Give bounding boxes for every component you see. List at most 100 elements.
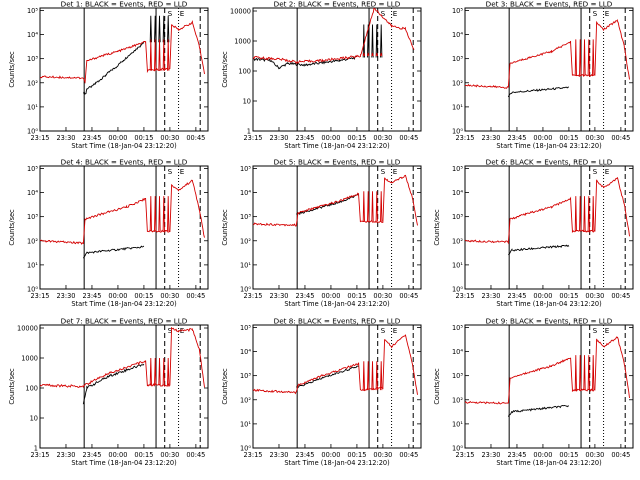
panel-det-5: 10⁰ 10¹ 10² 10³ 10⁴ 10⁵ 23:15 23:30 23:45 00:00 00…: [221, 158, 422, 308]
x-tick-label: 00:00: [533, 451, 552, 459]
x-tick-label: 23:30: [481, 292, 500, 300]
x-tick-label: 00:45: [399, 134, 418, 142]
marker-label-s: S: [593, 326, 598, 335]
plot-frame: [252, 324, 422, 449]
x-tick-label: 00:45: [611, 134, 630, 142]
y-tick-label: 10¹: [240, 261, 251, 269]
marker-label-s: S: [593, 167, 598, 176]
series-spike-lld: [158, 39, 161, 71]
y-axis-label: Counts/sec: [221, 51, 229, 88]
marker-label-e: E: [180, 326, 185, 335]
series-line-lld: [40, 19, 205, 84]
y-tick-label: 10⁰: [452, 128, 463, 136]
y-tick-label: 10⁵: [27, 165, 38, 173]
x-tick-label: 23:45: [507, 292, 526, 300]
series-spike-lld: [149, 39, 152, 71]
x-tick-label: 23:15: [30, 451, 49, 459]
x-axis-label: Start Time (18-Jan-04 23:12:20): [71, 142, 176, 150]
plot-frame: [464, 7, 634, 132]
y-tick-label: 10¹: [240, 420, 251, 428]
y-tick-label: 10³: [240, 372, 251, 380]
x-tick-label: 00:00: [108, 134, 127, 142]
x-tick-label: 23:30: [269, 292, 288, 300]
series-spike-events: [154, 15, 157, 43]
series-spike-lld: [154, 39, 157, 71]
series-spike-lld: [592, 39, 595, 76]
series-spike-lld: [362, 191, 365, 222]
y-tick-label: 1000: [21, 355, 38, 363]
x-tick-label: 23:45: [507, 451, 526, 459]
y-tick-label: 10⁰: [452, 286, 463, 294]
y-tick-label: 10⁴: [27, 189, 38, 197]
y-axis-label: Counts/sec: [8, 209, 16, 246]
series-line-events: [296, 365, 359, 389]
x-tick-label: 23:15: [243, 451, 262, 459]
panel-title: Det 2: BLACK = Events, RED = LLD: [274, 0, 401, 9]
y-tick-label: 10⁴: [452, 31, 463, 39]
y-tick-label: 10³: [452, 372, 463, 380]
x-tick-label: 00:15: [134, 292, 153, 300]
series-spike-lld: [371, 191, 374, 222]
y-tick-label: 10⁵: [452, 324, 463, 332]
y-tick-label: 10000: [230, 8, 251, 16]
series-spike-lld: [592, 196, 595, 232]
series-line-lld: [253, 174, 418, 227]
series-spike-lld: [380, 52, 383, 57]
x-tick-label: 23:30: [481, 451, 500, 459]
x-tick-label: 00:15: [559, 292, 578, 300]
series-spike-events: [162, 15, 165, 43]
x-axis-label: Start Time (18-Jan-04 23:12:20): [71, 300, 176, 308]
x-tick-label: 23:30: [56, 292, 75, 300]
y-tick-label: 10¹: [27, 103, 38, 111]
x-tick-label: 23:45: [295, 292, 314, 300]
plot-frame: [252, 7, 422, 132]
series-spike-lld: [149, 357, 152, 386]
panel-det-3: 10⁰ 10¹ 10² 10³ 10⁴ 10⁵ 23:15 23:30 23:45 00:00 00…: [452, 0, 634, 150]
series-line-events: [82, 42, 145, 95]
x-tick-label: 23:45: [82, 451, 101, 459]
plot-frame: [464, 324, 634, 449]
marker-label-s: S: [381, 167, 386, 176]
marker-label-s: S: [168, 9, 173, 18]
y-tick-label: 10⁵: [452, 7, 463, 15]
series-spike-lld: [579, 196, 582, 232]
y-tick-label: 10⁴: [240, 348, 251, 356]
series-line-events: [507, 86, 570, 98]
y-tick-label: 10¹: [27, 261, 38, 269]
x-tick-label: 23:15: [455, 134, 474, 142]
y-tick-label: 10⁵: [240, 324, 251, 332]
x-tick-label: 00:15: [347, 451, 366, 459]
series-spike-lld: [587, 355, 590, 391]
y-tick-label: 10⁰: [240, 445, 251, 453]
x-tick-label: 23:30: [56, 451, 75, 459]
x-axis-label: Start Time (18-Jan-04 23:12:20): [496, 142, 601, 150]
series-line-events: [82, 363, 145, 405]
y-tick-label: 10⁰: [452, 445, 463, 453]
x-axis-label: Start Time (18-Jan-04 23:12:20): [496, 459, 601, 467]
y-tick-label: 10⁰: [240, 286, 251, 294]
x-tick-label: 23:45: [295, 134, 314, 142]
series-line-events: [253, 56, 357, 70]
x-tick-label: 00:30: [585, 292, 604, 300]
x-tick-label: 00:45: [399, 451, 418, 459]
x-tick-label: 00:30: [160, 134, 179, 142]
plot-frame: [39, 165, 209, 290]
x-tick-label: 00:00: [321, 292, 340, 300]
x-tick-label: 00:30: [160, 292, 179, 300]
y-tick-label: 10⁴: [452, 348, 463, 356]
series-spike-events: [362, 24, 365, 58]
series-spike-lld: [574, 196, 577, 232]
x-tick-label: 23:15: [30, 134, 49, 142]
y-tick-label: 10⁴: [240, 189, 251, 197]
series-spike-lld: [587, 196, 590, 232]
panel-title: Det 4: BLACK = Events, RED = LLD: [61, 158, 188, 167]
x-tick-label: 23:15: [30, 292, 49, 300]
x-tick-label: 00:15: [134, 134, 153, 142]
marker-label-s: S: [593, 9, 598, 18]
series-spike-events: [158, 15, 161, 43]
x-tick-label: 00:00: [533, 134, 552, 142]
panel-title: Det 7: BLACK = Events, RED = LLD: [61, 317, 188, 326]
series-spike-lld: [371, 52, 374, 57]
marker-label-e: E: [393, 9, 398, 18]
